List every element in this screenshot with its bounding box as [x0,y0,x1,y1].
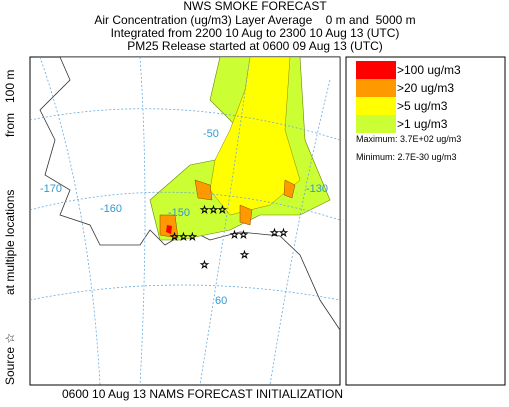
side-label-part: Source ☆ [3,333,17,385]
map-label: -160 [100,203,122,215]
legend-label: >20 ug/m3 [397,81,454,95]
smoke-area [159,179,296,239]
map-label: -50 [203,128,219,140]
svg-text:☆: ☆ [200,260,209,271]
smoke-area [209,57,301,216]
subtitle: PM25 Release started at 0600 09 Aug 13 (… [127,39,382,53]
legend-swatch [356,97,396,115]
min-label: Minimum: 2.7E-30 ug/m3 [356,152,457,162]
legend-swatch [356,115,396,133]
side-label: Source ☆ at multiple locations from 100 … [3,70,17,385]
smoke-area [166,225,172,234]
map-label: -170 [40,183,62,195]
side-label-part: from 100 m [3,70,17,137]
map-label: -130 [306,183,328,195]
legend-label: >100 ug/m3 [397,63,461,77]
legend-label: >5 ug/m3 [397,99,448,113]
legend-swatch [356,61,396,79]
legend: >100 ug/m3 >20 ug/m3 >5 ug/m3 >1 ug/m3 [356,61,461,133]
legend-label: >1 ug/m3 [397,117,448,131]
footer: 0600 10 Aug 13 NAMS FORECAST INITIALIZAT… [62,387,343,401]
subtitle: Integrated from 2200 10 Aug to 2300 10 A… [111,26,400,40]
map-label: -150 [168,207,190,219]
max-label: Maximum: 3.7E+02 ug/m3 [356,134,461,144]
svg-text:☆☆: ☆☆ [270,228,288,239]
subtitle: Air Concentration (ug/m3) Layer Average … [94,13,415,27]
svg-text:☆☆☆: ☆☆☆ [200,205,227,216]
title: NWS SMOKE FORECAST [183,0,327,13]
svg-text:☆: ☆ [240,250,249,261]
legend-swatch [356,79,396,97]
svg-text:☆☆☆: ☆☆☆ [170,232,197,243]
side-label-part: at multiple locations [3,190,17,295]
svg-text:☆☆: ☆☆ [230,230,248,241]
map-label: 60 [215,295,227,307]
map: ☆☆☆☆☆☆☆☆☆☆☆☆ -170 -160 -150 -130 60 -50 [29,56,341,386]
